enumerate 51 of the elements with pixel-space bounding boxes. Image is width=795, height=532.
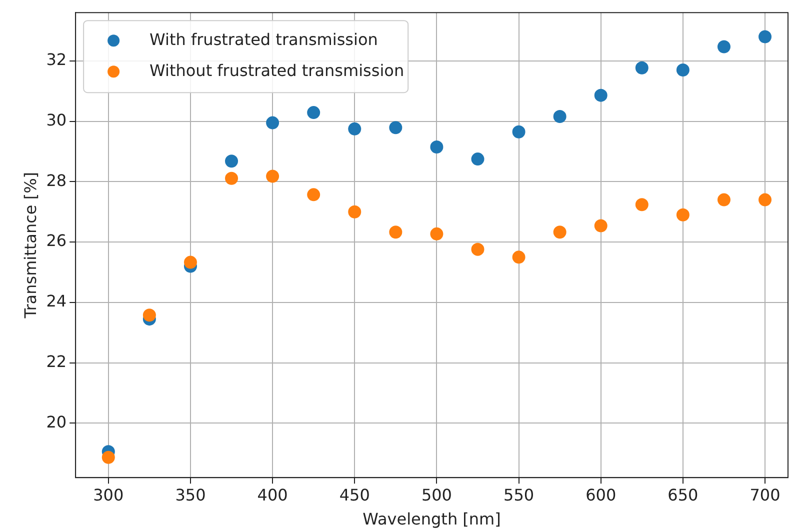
point xyxy=(266,170,280,183)
y-tick-label: 24 xyxy=(46,292,67,311)
point xyxy=(594,219,608,232)
y-axis-title: Transmittance [%] xyxy=(20,172,40,320)
point xyxy=(348,205,362,218)
point xyxy=(676,63,690,76)
point xyxy=(348,122,362,136)
x-axis-title: Wavelength [nm] xyxy=(362,510,501,529)
y-tick-label: 32 xyxy=(46,50,67,70)
point xyxy=(758,193,772,206)
x-tick-label: 500 xyxy=(421,485,452,504)
point xyxy=(471,242,484,256)
y-tick-label: 28 xyxy=(46,170,67,190)
point xyxy=(184,256,197,269)
x-tick-label: 450 xyxy=(339,485,370,504)
point xyxy=(512,125,526,138)
point xyxy=(142,308,156,322)
y-tick-label: 22 xyxy=(46,352,67,372)
legend-label: With frustrated transmission xyxy=(150,30,378,49)
x-tick-label: 650 xyxy=(668,485,698,504)
point xyxy=(430,140,444,154)
point xyxy=(594,88,608,102)
x-tick-label: 550 xyxy=(504,485,534,504)
point xyxy=(389,226,402,239)
y-tick-label: 26 xyxy=(46,231,67,250)
point xyxy=(389,121,402,134)
point xyxy=(225,154,238,168)
point xyxy=(266,116,280,130)
point xyxy=(553,226,566,239)
y-tick-label: 20 xyxy=(46,412,67,432)
x-tick-label: 600 xyxy=(586,485,616,504)
point xyxy=(471,152,484,166)
x-tick-label: 700 xyxy=(750,485,780,504)
point xyxy=(676,208,690,222)
point xyxy=(512,250,526,264)
point xyxy=(553,110,566,123)
point xyxy=(635,198,648,212)
point xyxy=(102,450,115,464)
point xyxy=(717,193,730,206)
x-tick-label: 350 xyxy=(175,485,206,504)
point xyxy=(717,40,730,54)
point xyxy=(430,227,444,240)
x-tick-label: 400 xyxy=(257,485,288,504)
point xyxy=(307,188,320,202)
x-tick-label: 300 xyxy=(93,485,124,504)
point xyxy=(225,172,238,185)
point xyxy=(758,30,772,44)
y-tick-label: 30 xyxy=(46,110,67,130)
legend-label: Without frustrated transmission xyxy=(150,60,404,80)
point xyxy=(307,106,320,120)
point xyxy=(635,61,648,74)
